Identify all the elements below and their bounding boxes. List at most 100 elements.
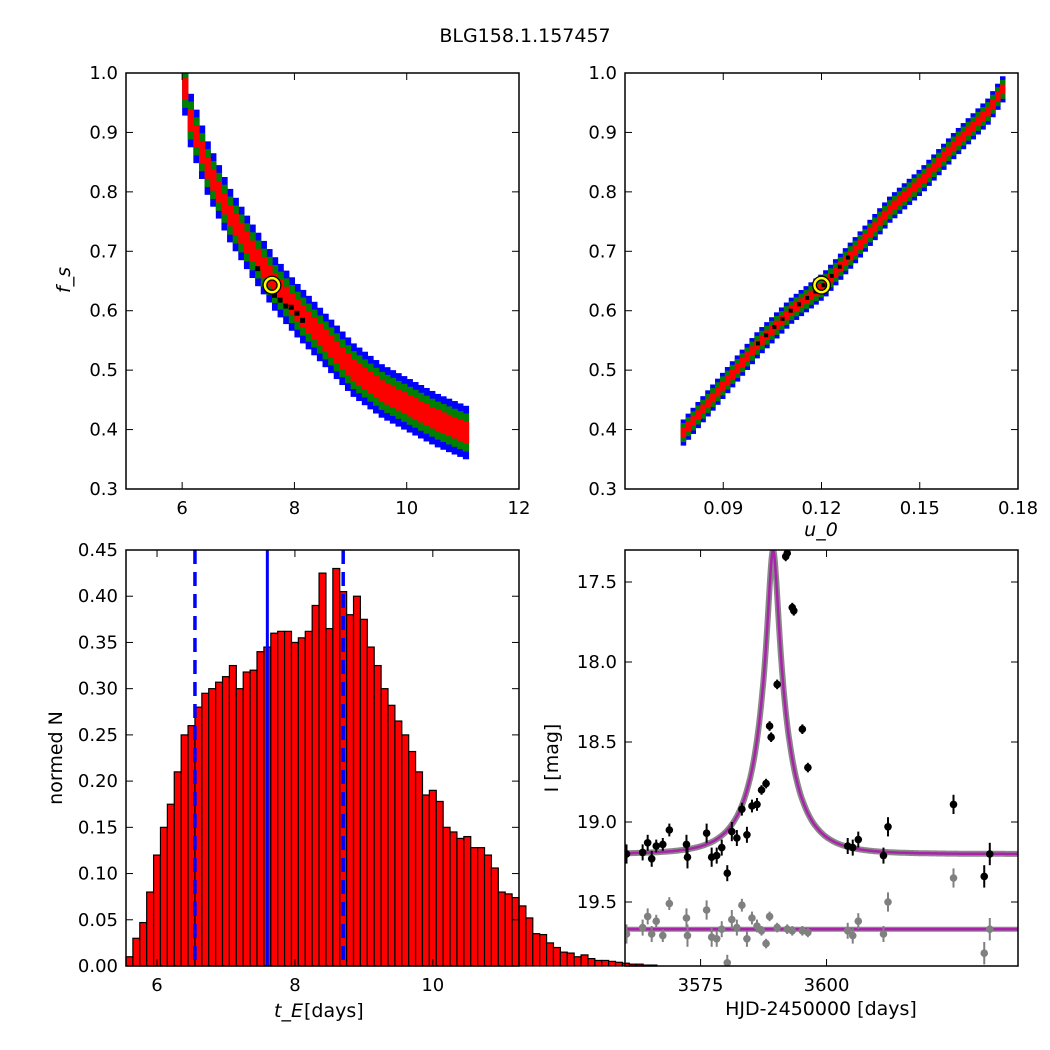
density-cell [215,181,223,203]
residual-point [723,959,732,966]
density-cell [744,352,751,362]
residual-point [638,923,647,932]
histogram-bar [132,937,141,967]
density-cell [975,116,981,127]
panel-fs-vs-u0: 0.09 0.12 0.15 0.18 0.3 0.4 0.5 0.6 0.7 … [588,63,1038,541]
density-cell [182,78,189,100]
density-cell [412,398,419,420]
tick-marks [126,549,519,967]
histogram-bar [414,771,424,967]
observed-point [652,842,661,850]
observed-point [949,800,958,809]
density-cell [936,157,942,167]
density-core-cell [837,264,842,269]
density-cell [734,363,741,374]
density-cell [271,273,279,295]
density-cell [243,231,251,254]
residual-point [757,927,766,935]
observed-point [762,779,770,788]
density-core-cell [271,292,277,298]
residual-point [788,927,797,935]
density-cell [798,298,805,308]
density-cell [446,414,453,437]
x-tick-label: 6 [151,975,162,996]
y-tick-label: 18.0 [577,652,617,673]
axes-frame [125,549,520,967]
density-core-cell [277,297,283,303]
histogram-bar [332,567,341,967]
histogram-bar [152,854,162,967]
histogram-bar [166,803,175,967]
x-axis-label: u_0 [804,519,838,541]
density-cell [965,126,972,136]
density-core-cell [756,341,760,346]
density-cell [950,141,957,151]
histogram-bar [297,637,306,967]
model-uncertainty-band [625,550,1018,857]
density-core-cell [764,333,769,338]
histogram-bar [146,891,155,967]
observed-point [848,843,857,852]
observed-point [717,843,726,852]
observed-point [767,733,775,741]
residual-point [985,925,994,933]
density-cell [316,323,324,346]
density-cell [266,265,273,287]
y-tick-label: 18.5 [577,732,617,753]
x-tick-label: 3575 [678,975,724,996]
y-tick-label: 0.15 [78,817,118,838]
observed-point [783,550,792,557]
residual-point [762,939,770,948]
density-cell [406,395,413,417]
y-tick-label: 0.9 [89,122,118,143]
density-cell [931,162,937,173]
histogram-bar [221,676,231,967]
density-core-cell [846,255,851,260]
histogram-bar [559,951,568,967]
y-tick-label: 0.9 [588,122,617,143]
y-tick-label: 0.5 [89,360,118,381]
axes-frame [125,72,520,490]
histogram-bar [421,794,430,967]
density-cell [361,367,369,390]
histogram-bar [228,664,237,967]
observed-point [647,855,656,863]
density-cell [818,282,824,293]
observed-point [765,722,774,730]
density-cell [793,302,800,312]
x-tick-label: 0.15 [900,498,940,519]
density-cell [749,346,755,356]
density-cell [990,99,996,109]
histogram-bar [435,800,444,967]
observed-point [728,827,736,836]
density-core-cell [796,302,801,307]
density-cell [901,191,908,202]
density-cell [210,169,217,191]
x-tick-label: 0.18 [998,498,1038,519]
density-cell [705,398,711,409]
observed-point [879,851,888,860]
observed-point [798,725,807,733]
histogram-bar [477,847,486,967]
density-core-cell [255,266,261,272]
histogram-bar [235,688,244,967]
density-cell [896,196,903,206]
y-tick-label: 0.8 [89,182,118,203]
residual-point [652,917,661,925]
histogram-bar [456,837,465,967]
density-cell [462,421,470,444]
histogram-bar [566,952,575,967]
histogram-bar [470,847,479,967]
histogram-bar [277,630,286,967]
y-tick-label: 0.6 [89,301,118,322]
density-core-cell [805,295,810,300]
histogram-bar [242,671,251,967]
density-cell [187,109,194,132]
histogram-bar [159,826,168,967]
histogram-bar [463,835,472,967]
y-tick-label: 0.20 [78,771,118,792]
y-tick-label: 0.6 [588,301,617,322]
density-cell [916,178,922,188]
density-cell [423,404,430,426]
density-cell [255,248,262,271]
